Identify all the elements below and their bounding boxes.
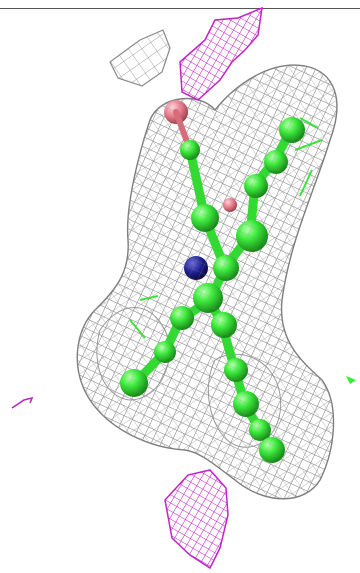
top-border-line bbox=[0, 8, 360, 9]
difference-map-top bbox=[179, 6, 263, 101]
difference-map-bottom bbox=[164, 469, 229, 570]
difference-map-speck bbox=[11, 396, 34, 409]
ligand-fragment-speck bbox=[346, 376, 356, 384]
density-mesh-overlay bbox=[77, 65, 337, 499]
density-mesh-fragment bbox=[109, 29, 171, 87]
